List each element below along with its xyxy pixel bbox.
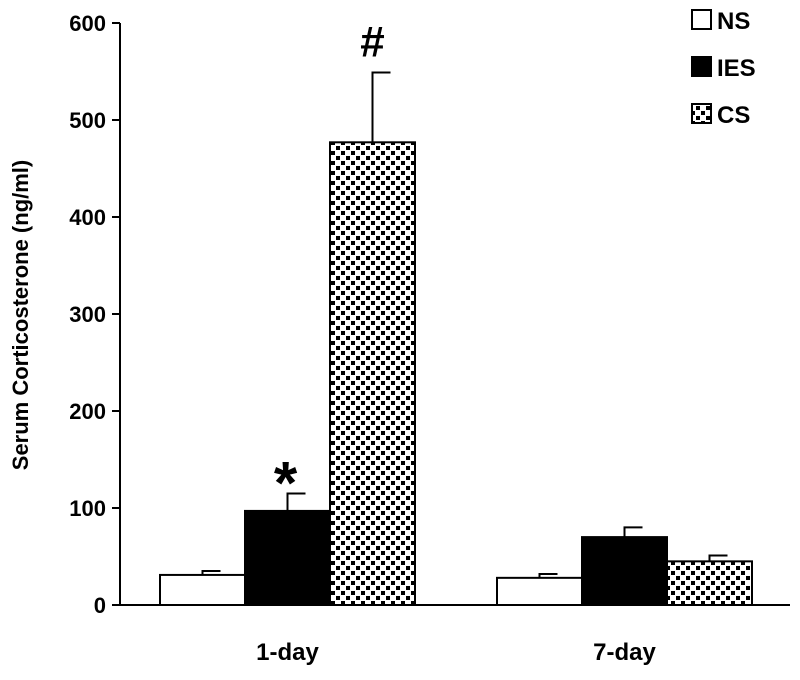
bar-cs-7-day — [666, 560, 753, 606]
significance-marker: # — [360, 17, 384, 66]
y-tick-label: 500 — [69, 108, 106, 133]
legend-label-cs: CS — [717, 102, 750, 129]
y-tick-label: 300 — [69, 302, 106, 327]
bar-ns-7-day — [496, 576, 583, 607]
y-tick-label: 0 — [94, 593, 106, 618]
legend: NS IES CS — [691, 8, 756, 129]
legend-swatch-cs — [691, 103, 712, 124]
annotations-group: *# — [274, 17, 385, 516]
y-tick-label: 400 — [69, 205, 106, 230]
y-axis-title: Serum Corticosterone (ng/ml) — [8, 160, 33, 470]
y-axis-ticks: 0 100 200 300 400 500 600 — [69, 11, 120, 618]
bar-ns-1-day — [159, 573, 246, 606]
x-axis-labels: 1-day 7-day — [256, 639, 656, 666]
legend-swatch-ns — [691, 9, 712, 30]
error-bars-group — [201, 71, 728, 578]
bars-group — [159, 141, 753, 607]
bar-ies-1-day — [244, 509, 331, 606]
significance-marker: * — [274, 449, 298, 516]
bar-cs-1-day — [329, 141, 416, 606]
legend-swatch-ies — [691, 56, 712, 77]
y-tick-label: 600 — [69, 11, 106, 36]
x-tick-label: 7-day — [593, 639, 656, 666]
y-tick-label: 200 — [69, 399, 106, 424]
x-tick-label: 1-day — [256, 639, 319, 666]
y-tick-label: 100 — [69, 496, 106, 521]
bar-ies-7-day — [581, 536, 668, 606]
legend-label-ies: IES — [717, 55, 756, 82]
legend-label-ns: NS — [717, 8, 750, 35]
